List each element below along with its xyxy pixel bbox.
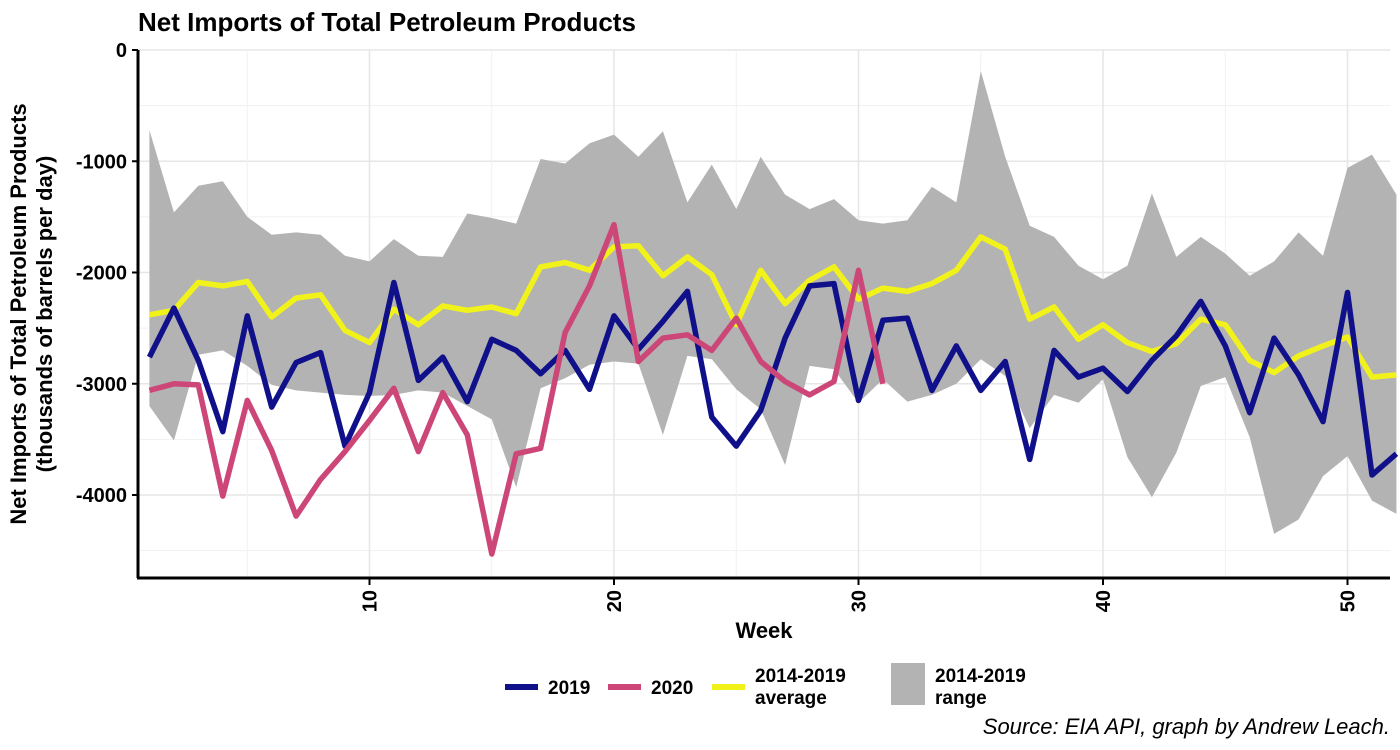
legend-item-range: 2014-2019 range [891, 663, 1026, 709]
range-band-area [149, 71, 1397, 534]
x-tick-label: 50 [1338, 590, 1360, 612]
y-axis-label-line1: Net Imports of Total Petroleum Products [6, 103, 31, 524]
legend-label-range-line1: 2014-2019 [935, 666, 1026, 687]
x-ticks: 10 20 30 40 50 [360, 578, 1360, 612]
y-ticks: 0 -1000 -2000 -3000 -4000 [76, 40, 138, 507]
legend: 2019 2020 2014-2019 average 2014-2019 ra… [505, 663, 1026, 709]
x-tick-label: 10 [360, 590, 382, 612]
series-line-2020 [148, 221, 886, 557]
legend-label-average-line1: 2014-2019 [755, 666, 846, 687]
legend-item-2019: 2019 [505, 678, 590, 699]
y-axis-label-line2: (thousands of barrels per day) [32, 156, 57, 473]
legend-swatch-range [891, 663, 925, 705]
y-tick-label: 0 [116, 40, 127, 62]
series-layer [146, 221, 1399, 557]
legend-item-2020: 2020 [608, 678, 693, 699]
x-tick-label: 20 [604, 590, 626, 612]
legend-item-average: 2014-2019 average [712, 666, 846, 709]
legend-label-2019: 2019 [548, 678, 590, 699]
legend-label-range-line2: range [935, 688, 987, 709]
x-tick-label: 30 [849, 590, 871, 612]
y-tick-label: -1000 [76, 151, 127, 173]
y-tick-label: -2000 [76, 263, 127, 285]
legend-label-average-line2: average [755, 688, 827, 709]
x-axis-label: Week [735, 618, 793, 643]
series-line-2014-2019-average [148, 234, 1397, 380]
y-tick-label: -3000 [76, 374, 127, 396]
source-caption: Source: EIA API, graph by Andrew Leach. [983, 714, 1390, 739]
range-band-layer [149, 71, 1397, 534]
y-tick-label: -4000 [76, 485, 127, 507]
chart-title: Net Imports of Total Petroleum Products [138, 7, 636, 37]
legend-label-2020: 2020 [651, 678, 693, 699]
x-tick-label: 40 [1093, 590, 1115, 612]
